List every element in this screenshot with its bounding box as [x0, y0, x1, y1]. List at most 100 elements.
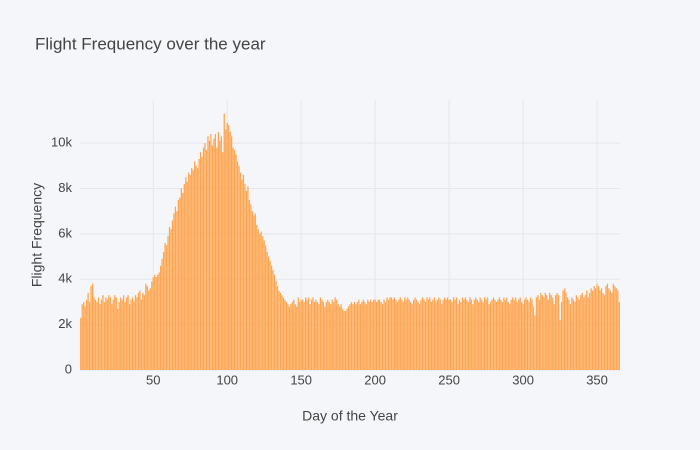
- bar: [501, 301, 504, 370]
- bar: [201, 156, 203, 370]
- bar: [145, 283, 147, 370]
- bar: [161, 258, 163, 370]
- bar: [287, 304, 289, 370]
- bar: [479, 297, 481, 370]
- x-tick-label: 200: [364, 372, 386, 387]
- bar: [368, 301, 370, 370]
- bar: [424, 301, 427, 370]
- bar: [594, 288, 597, 370]
- bar: [605, 286, 607, 370]
- bar: [451, 301, 453, 370]
- bar: [495, 301, 498, 370]
- x-tick-label: 300: [512, 372, 534, 387]
- bar: [251, 211, 253, 370]
- bar: [526, 299, 529, 370]
- bar: [398, 299, 400, 370]
- bar: [207, 136, 209, 370]
- bar: [96, 301, 98, 370]
- bar: [547, 299, 549, 370]
- bar: [176, 211, 178, 370]
- bar: [136, 297, 138, 370]
- bar: [256, 224, 258, 370]
- bar: [562, 290, 564, 370]
- bar: [115, 297, 117, 370]
- bar: [497, 299, 499, 370]
- bar: [531, 299, 533, 370]
- bar: [500, 299, 502, 370]
- bar: [223, 113, 225, 370]
- x-axis-title: Day of the Year: [302, 408, 398, 424]
- bar: [488, 304, 490, 370]
- bar: [544, 292, 546, 370]
- bar: [263, 240, 265, 370]
- bar: [336, 299, 338, 370]
- bar: [376, 301, 378, 370]
- bar: [574, 301, 576, 370]
- bar: [321, 299, 323, 370]
- bar: [90, 286, 92, 370]
- bar: [353, 301, 356, 370]
- bar: [225, 129, 227, 370]
- bar: [244, 183, 246, 370]
- bar: [408, 299, 410, 370]
- bar: [148, 290, 150, 370]
- bar: [436, 299, 438, 370]
- bar: [399, 297, 401, 370]
- bar: [208, 140, 211, 370]
- bar: [550, 295, 552, 370]
- bar: [279, 292, 282, 370]
- bar: [444, 297, 446, 370]
- bar: [347, 306, 350, 370]
- bar: [381, 304, 384, 370]
- bar: [580, 295, 582, 370]
- bar: [361, 301, 363, 370]
- bar: [185, 177, 187, 370]
- bar: [365, 304, 367, 370]
- chart-title: Flight Frequency over the year: [35, 34, 266, 53]
- bar: [293, 299, 295, 370]
- bar: [569, 304, 572, 370]
- bar: [407, 297, 409, 370]
- bar: [516, 301, 518, 370]
- bar: [485, 299, 487, 370]
- bar: [143, 295, 145, 370]
- bar: [476, 299, 478, 370]
- bar: [325, 301, 327, 370]
- bar: [350, 301, 353, 370]
- bar: [307, 297, 310, 370]
- bar: [134, 295, 137, 370]
- bar: [494, 299, 496, 370]
- bar: [581, 292, 583, 370]
- bar: [83, 301, 85, 370]
- bar: [304, 297, 307, 370]
- bar: [288, 306, 290, 370]
- bar: [587, 297, 589, 370]
- bar: [596, 283, 598, 370]
- bar: [229, 131, 231, 370]
- bar: [546, 295, 548, 370]
- bar: [131, 297, 134, 370]
- bar: [380, 301, 382, 370]
- bar: [463, 299, 465, 370]
- bar: [467, 301, 469, 370]
- bar: [449, 299, 452, 370]
- bar: [137, 292, 140, 370]
- bar: [328, 301, 330, 370]
- bar: [359, 304, 361, 370]
- bar: [285, 301, 288, 370]
- bar: [272, 270, 274, 370]
- bar: [507, 301, 509, 370]
- bar: [149, 288, 151, 370]
- bar: [120, 297, 122, 370]
- bar: [183, 183, 185, 370]
- bar: [538, 299, 540, 370]
- bar: [461, 297, 464, 370]
- bar: [216, 147, 218, 370]
- bar: [257, 229, 259, 370]
- bar: [411, 304, 413, 370]
- bar: [339, 306, 341, 370]
- bar: [199, 152, 202, 370]
- bar: [343, 311, 345, 370]
- bar: [170, 229, 172, 370]
- bar: [572, 299, 575, 370]
